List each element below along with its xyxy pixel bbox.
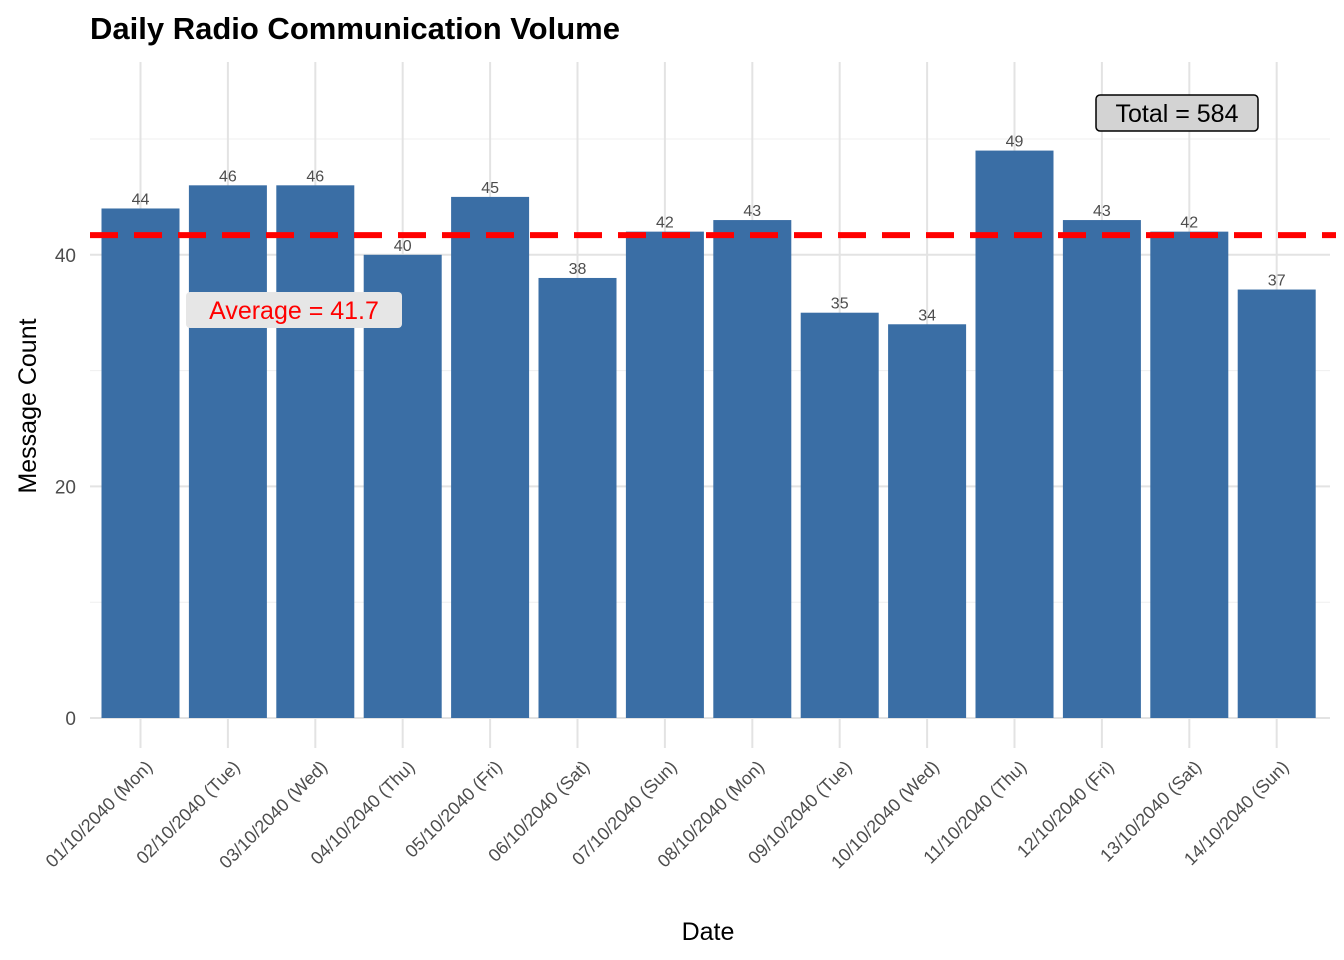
bar — [1062, 220, 1141, 718]
bar — [713, 220, 792, 718]
chart-title: Daily Radio Communication Volume — [90, 11, 620, 46]
y-tick-label: 20 — [55, 477, 76, 498]
bar — [800, 312, 879, 718]
gridlines — [90, 62, 1330, 748]
bar — [1237, 289, 1316, 718]
total-annotation: Total = 584 — [1095, 94, 1259, 132]
bar — [975, 150, 1054, 718]
bar-value-label: 40 — [394, 238, 412, 255]
bar — [1150, 231, 1229, 718]
bar — [625, 231, 704, 718]
bar-value-label: 38 — [569, 261, 587, 278]
bar-value-label: 43 — [743, 203, 761, 220]
average-annotation: Average = 41.7 — [186, 292, 402, 328]
bar-value-label: 46 — [219, 168, 237, 185]
data-labels: 44 46 46 40 45 38 42 43 35 34 49 43 42 37 — [132, 134, 1286, 325]
bar — [538, 277, 617, 718]
bar-value-label: 37 — [1268, 273, 1286, 290]
y-axis-title: Message Count — [14, 318, 42, 493]
bar-value-label: 46 — [306, 168, 324, 185]
bar — [451, 196, 530, 718]
bar-value-label: 43 — [1093, 203, 1111, 220]
bar — [101, 208, 180, 719]
y-tick-label: 40 — [55, 246, 76, 267]
bar — [888, 324, 967, 718]
y-tick-label: 0 — [65, 709, 76, 730]
bar — [188, 185, 267, 718]
bars — [101, 150, 1316, 719]
bar-value-label: 45 — [481, 180, 499, 197]
bar-value-label: 42 — [656, 215, 674, 232]
total-label: Total = 584 — [1115, 100, 1238, 128]
bar-value-label: 35 — [831, 296, 849, 313]
bar — [363, 254, 442, 719]
bar-value-label: 49 — [1006, 134, 1024, 151]
bar-value-label: 42 — [1180, 215, 1198, 232]
bar — [276, 185, 355, 718]
bar-value-label: 44 — [132, 191, 150, 208]
bar-value-label: 34 — [918, 307, 936, 324]
average-label: Average = 41.7 — [209, 297, 379, 325]
x-axis-title: Date — [682, 918, 735, 946]
